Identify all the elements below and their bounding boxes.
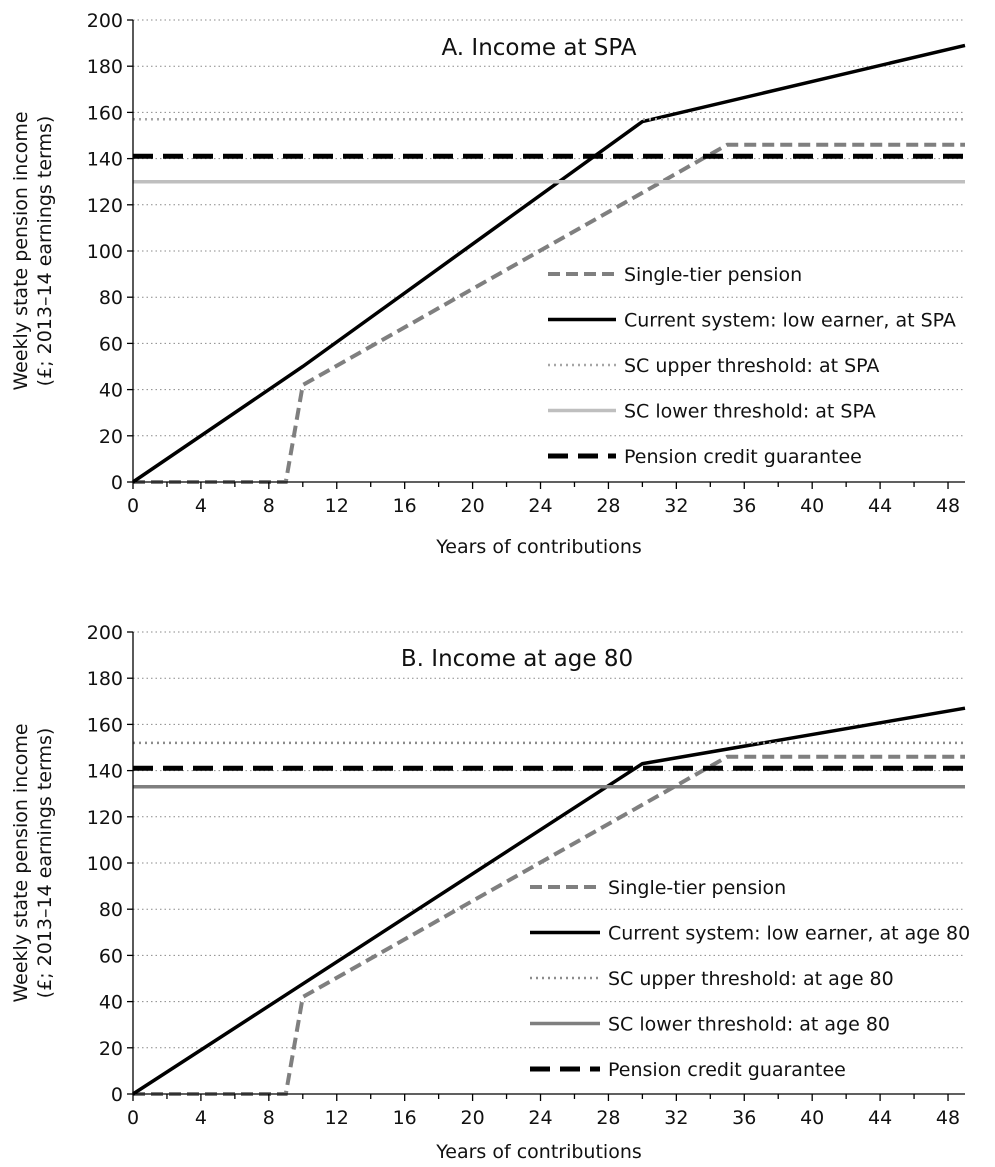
y-tick-label: 200 xyxy=(87,10,123,32)
y-tick-label: 20 xyxy=(99,1038,123,1060)
legend-label: SC upper threshold: at age 80 xyxy=(608,968,894,990)
x-tick-label: 16 xyxy=(393,495,417,517)
x-axis-title: Years of contributions xyxy=(435,1141,642,1163)
legend-label: Current system: low earner, at SPA xyxy=(624,310,956,332)
x-tick-label: 24 xyxy=(528,1107,552,1129)
x-tick-label: 8 xyxy=(263,1107,275,1129)
y-tick-label: 60 xyxy=(99,333,123,355)
x-tick-label: 12 xyxy=(325,495,349,517)
y-axis-title-line-1: Weekly state pension income xyxy=(10,723,32,1002)
y-axis-title-line-2: (£; 2013–14 earnings terms) xyxy=(34,728,56,999)
y-tick-label: 140 xyxy=(87,149,123,171)
legend-label: Current system: low earner, at age 80 xyxy=(608,923,970,945)
legend-label: SC upper threshold: at SPA xyxy=(624,355,879,377)
legend-label: SC lower threshold: at SPA xyxy=(624,401,876,423)
legend: Single-tier pension Current system: low e… xyxy=(530,877,970,1081)
x-axis-title: Years of contributions xyxy=(435,536,642,558)
y-tick-label: 100 xyxy=(87,241,123,263)
y-tick-label: 80 xyxy=(99,287,123,309)
y-tick-label: 80 xyxy=(99,899,123,921)
series-line-2 xyxy=(132,43,966,484)
x-tick-label: 36 xyxy=(732,495,756,517)
x-tick-label: 4 xyxy=(195,1107,207,1129)
y-axis-title-line-1: Weekly state pension income xyxy=(10,111,32,390)
x-tick-label: 24 xyxy=(528,495,552,517)
x-tick-label: 28 xyxy=(596,1107,620,1129)
x-tick-label: 48 xyxy=(936,495,960,517)
y-tick-label: 20 xyxy=(99,426,123,448)
x-tick-label: 8 xyxy=(263,495,275,517)
legend-label: Pension credit guarantee xyxy=(608,1059,846,1081)
y-tick-label: 0 xyxy=(111,472,123,494)
x-tick-label: 36 xyxy=(732,1107,756,1129)
legend: Single-tier pension Current system: low e… xyxy=(548,264,956,468)
legend-label: SC lower threshold: at age 80 xyxy=(608,1014,890,1036)
x-tick-label: 32 xyxy=(664,495,688,517)
legend-label: Pension credit guarantee xyxy=(624,446,862,468)
legend-label: Single-tier pension xyxy=(608,877,786,899)
y-tick-label: 200 xyxy=(87,622,123,644)
y-tick-label: 140 xyxy=(87,761,123,783)
y-tick-label: 180 xyxy=(87,668,123,690)
x-tick-label: 48 xyxy=(936,1107,960,1129)
y-tick-label: 40 xyxy=(99,380,123,402)
x-tick-label: 20 xyxy=(460,1107,484,1129)
x-tick-label: 0 xyxy=(127,1107,139,1129)
panel-title: A. Income at SPA xyxy=(441,35,636,61)
series-line-2 xyxy=(132,706,966,1096)
y-tick-label: 160 xyxy=(87,102,123,124)
x-tick-label: 44 xyxy=(868,495,892,517)
x-tick-label: 16 xyxy=(393,1107,417,1129)
x-tick-label: 12 xyxy=(325,1107,349,1129)
panel-title: B. Income at age 80 xyxy=(401,646,633,672)
x-tick-label: 40 xyxy=(800,495,824,517)
y-tick-label: 120 xyxy=(87,807,123,829)
x-tick-label: 28 xyxy=(596,495,620,517)
y-axis-title-line-2: (£; 2013–14 earnings terms) xyxy=(34,116,56,387)
x-tick-label: 20 xyxy=(460,495,484,517)
x-tick-label: 4 xyxy=(195,495,207,517)
y-tick-label: 40 xyxy=(99,992,123,1014)
y-tick-label: 120 xyxy=(87,195,123,217)
y-tick-label: 60 xyxy=(99,945,123,967)
y-tick-label: 160 xyxy=(87,714,123,736)
x-tick-label: 0 xyxy=(127,495,139,517)
x-tick-label: 40 xyxy=(800,1107,824,1129)
y-tick-label: 100 xyxy=(87,853,123,875)
y-tick-label: 180 xyxy=(87,56,123,78)
legend-label: Single-tier pension xyxy=(624,264,802,286)
x-tick-label: 44 xyxy=(868,1107,892,1129)
x-tick-label: 32 xyxy=(664,1107,688,1129)
y-tick-label: 0 xyxy=(111,1084,123,1106)
